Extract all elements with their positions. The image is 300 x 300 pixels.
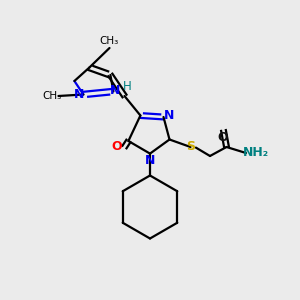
Text: H: H	[122, 80, 131, 94]
Text: NH₂: NH₂	[243, 146, 269, 159]
Text: S: S	[187, 140, 196, 154]
Text: CH₃: CH₃	[100, 36, 119, 46]
Text: O: O	[217, 130, 228, 144]
Text: CH₃: CH₃	[42, 91, 62, 101]
Text: N: N	[74, 88, 84, 101]
Text: O: O	[112, 140, 122, 153]
Text: N: N	[110, 83, 120, 97]
Text: N: N	[164, 109, 174, 122]
Text: N: N	[145, 154, 155, 167]
